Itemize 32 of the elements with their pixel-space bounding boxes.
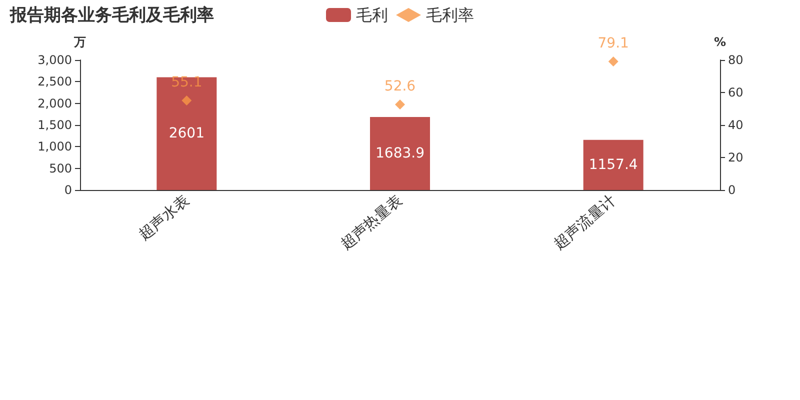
x-tick-label: 超声水表: [134, 191, 192, 244]
bar: [156, 77, 217, 190]
y-tick-label: 500: [49, 161, 72, 176]
y-tick-label: 1,000: [38, 140, 72, 154]
data-label: 79.1: [598, 35, 629, 52]
bar: [583, 140, 644, 190]
y-axis-title: 万: [73, 35, 86, 49]
point: [395, 100, 405, 110]
data-label: 52.6: [384, 78, 416, 95]
point: [608, 56, 618, 66]
data-label: 1683.9: [376, 146, 424, 162]
point: [182, 95, 192, 106]
legend-label: 毛利率: [426, 6, 474, 24]
y2-tick-label: 60: [728, 86, 744, 100]
y2-axis-title: %: [714, 35, 726, 49]
y-tick-label: 2,000: [38, 96, 72, 110]
chart-title: 报告期各业务毛利及毛利率: [9, 6, 214, 26]
y-tick-label: 0: [64, 183, 72, 197]
y2-tick-label: 0: [728, 183, 736, 197]
data-label: 2601: [168, 126, 204, 142]
bar: [370, 117, 430, 190]
data-label: 1157.4: [588, 156, 638, 173]
y2-tick-label: 80: [728, 53, 744, 67]
x-tick-label: 超声流量计: [550, 191, 620, 254]
y2-tick-label: 40: [728, 118, 744, 132]
x-tick-label: 超声热量表: [336, 191, 406, 254]
data-label: 55.1: [171, 74, 202, 90]
y-tick-label: 2,500: [38, 74, 72, 89]
legend-label: 毛利: [356, 6, 388, 24]
y2-tick-label: 20: [728, 150, 744, 164]
y-tick-label: 1,500: [38, 118, 72, 132]
y-tick-label: 3,000: [38, 53, 72, 67]
